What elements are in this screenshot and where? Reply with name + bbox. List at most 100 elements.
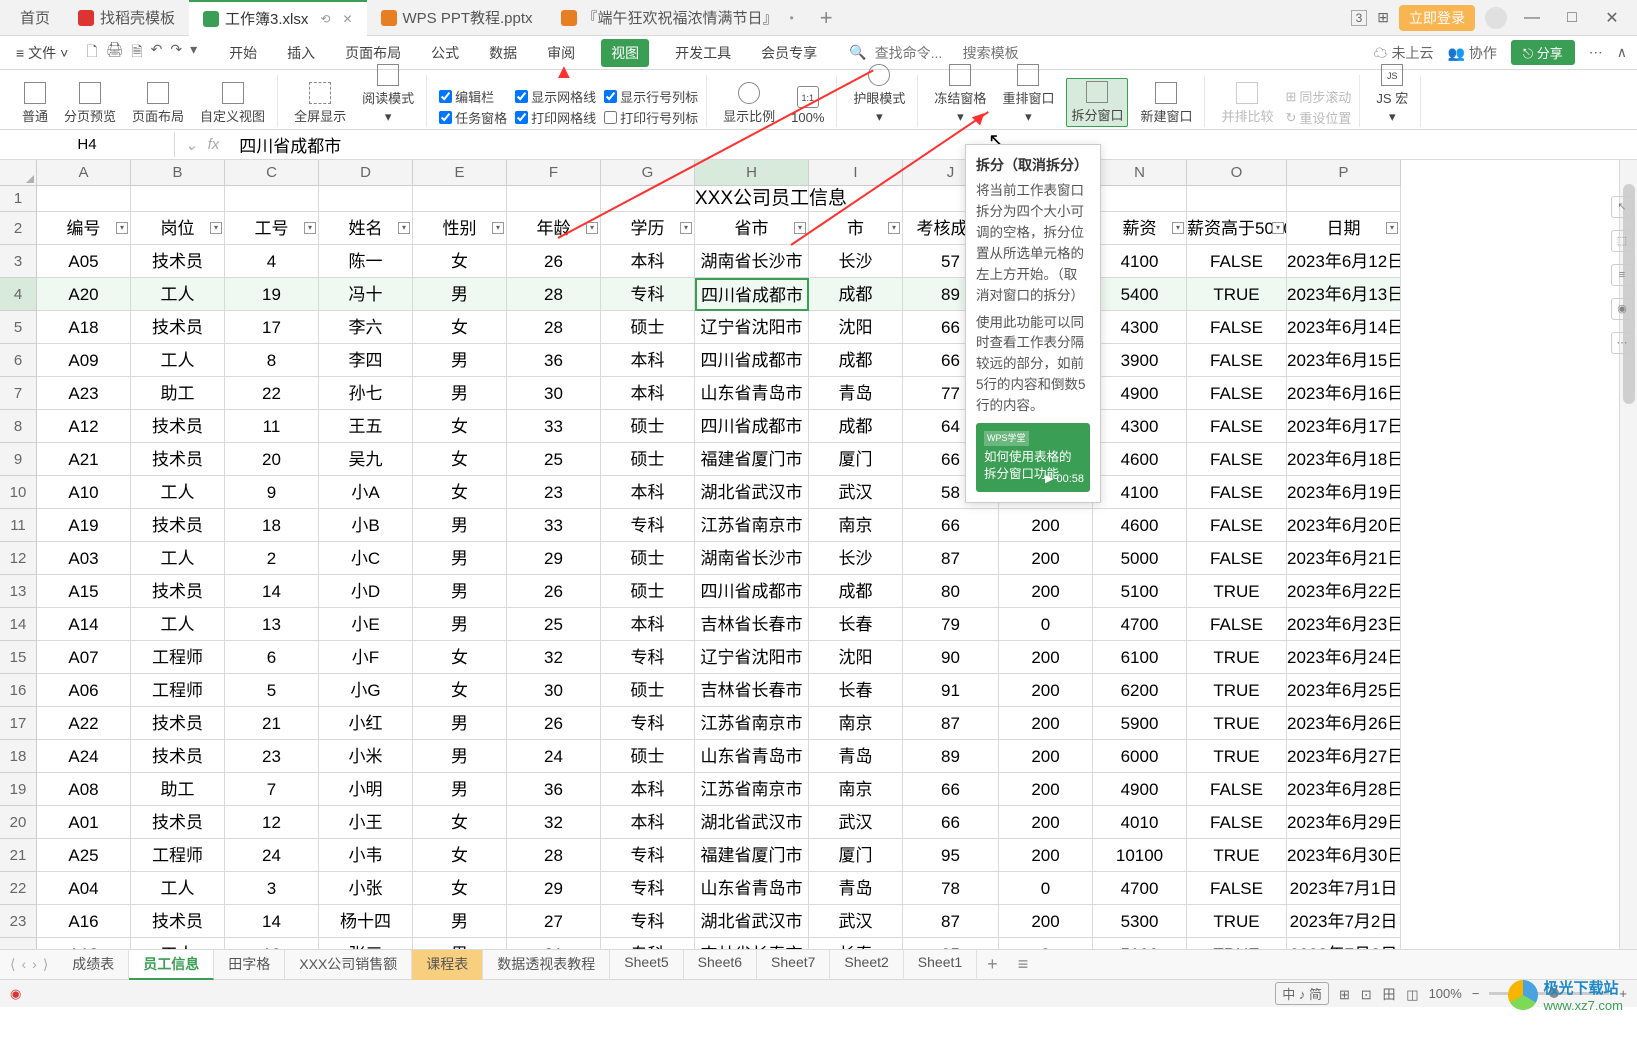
row-header[interactable]: 4 [0,278,37,311]
zoom-value[interactable]: 100% [1429,986,1462,1001]
data-cell[interactable]: 2023年6月22日 [1287,575,1401,608]
custom-view[interactable]: 自定义视图 [196,80,269,127]
data-cell[interactable]: 硕士 [601,311,695,344]
sheet-tab[interactable]: 员工信息 [129,950,214,980]
data-cell[interactable]: 200 [999,740,1093,773]
sheet-tab[interactable]: XXX公司销售额 [285,950,412,980]
data-cell[interactable]: 6100 [1093,641,1187,674]
data-cell[interactable]: 技术员 [131,410,225,443]
add-sheet[interactable]: + [977,954,1008,975]
data-cell[interactable]: A19 [37,509,131,542]
tab-ppt1[interactable]: WPS PPT教程.pptx [367,0,547,36]
data-cell[interactable]: 工人 [131,608,225,641]
filter-icon[interactable]: ▾ [680,222,692,234]
data-cell[interactable]: FALSE [1187,476,1287,509]
data-cell[interactable]: 2 [225,542,319,575]
data-cell[interactable]: 工人 [131,872,225,905]
data-cell[interactable]: 武汉 [809,806,903,839]
data-cell[interactable]: 本科 [601,344,695,377]
filter-icon[interactable]: ▾ [1386,222,1398,234]
template-search[interactable] [963,45,1043,61]
data-cell[interactable]: 4300 [1093,410,1187,443]
data-cell[interactable]: 200 [999,575,1093,608]
data-cell[interactable]: TRUE [1187,938,1287,949]
data-cell[interactable]: A05 [37,245,131,278]
more-icon[interactable]: ⋯ [1589,44,1603,61]
data-cell[interactable]: 90 [903,641,999,674]
redo-icon[interactable]: ↷ [170,41,182,65]
data-cell[interactable]: 0 [999,608,1093,641]
data-cell[interactable]: 14 [225,575,319,608]
data-cell[interactable]: A14 [37,608,131,641]
ime-status[interactable]: 中 ♪ 简 [1275,982,1329,1005]
data-cell[interactable]: 青岛 [809,872,903,905]
row-header[interactable]: 1 [0,186,37,212]
close-button[interactable]: ✕ [1597,8,1627,28]
data-cell[interactable]: 冯十 [319,278,413,311]
data-cell[interactable]: 小A [319,476,413,509]
data-cell[interactable]: A20 [37,278,131,311]
minimize-button[interactable]: — [1517,9,1547,27]
data-cell[interactable]: 张三 [319,938,413,949]
data-cell[interactable]: A04 [37,872,131,905]
sheet-tab[interactable]: 成绩表 [58,950,129,980]
data-cell[interactable]: 长沙 [809,245,903,278]
data-cell[interactable]: 男 [413,905,507,938]
data-cell[interactable]: 4600 [1093,443,1187,476]
data-cell[interactable]: 10100 [1093,839,1187,872]
data-cell[interactable]: 本科 [601,608,695,641]
data-cell[interactable]: A23 [37,377,131,410]
data-cell[interactable]: 本科 [601,476,695,509]
data-cell[interactable]: 女 [413,872,507,905]
data-cell[interactable]: 成都 [809,410,903,443]
data-cell[interactable]: 专科 [601,872,695,905]
eye-mode[interactable]: 护眼模式▾ [849,62,909,127]
data-cell[interactable]: 200 [999,542,1093,575]
share-button[interactable]: ⎋ 分享 [1511,40,1575,65]
data-cell[interactable]: 湖南省长沙市 [695,245,809,278]
data-cell[interactable]: 本科 [601,806,695,839]
data-cell[interactable]: 南京 [809,509,903,542]
data-cell[interactable]: 0 [999,872,1093,905]
row-header[interactable]: 23 [0,905,37,938]
row-header[interactable]: 9 [0,443,37,476]
row-header[interactable]: 20 [0,806,37,839]
close-icon[interactable]: ✕ [342,12,352,26]
data-cell[interactable]: 200 [999,707,1093,740]
data-cell[interactable]: 女 [413,410,507,443]
chk-taskpane[interactable]: 任务窗格 [439,108,507,127]
data-cell[interactable]: TRUE [1187,674,1287,707]
dropdown-icon[interactable]: ▾ [190,41,197,65]
data-cell[interactable]: A07 [37,641,131,674]
tab-member[interactable]: 会员专享 [757,39,821,67]
row-header[interactable]: 3 [0,245,37,278]
data-cell[interactable]: 技术员 [131,245,225,278]
data-cell[interactable]: 李四 [319,344,413,377]
data-cell[interactable]: 89 [903,740,999,773]
page-break[interactable]: 分页预览 [60,80,120,127]
data-cell[interactable]: 小C [319,542,413,575]
sheet-tab[interactable]: 数据透视表教程 [483,950,610,980]
filter-icon[interactable]: ▾ [210,222,222,234]
data-cell[interactable]: 36 [507,773,601,806]
row-header[interactable]: 8 [0,410,37,443]
tab-start[interactable]: 开始 [225,39,261,67]
cell[interactable] [413,186,507,212]
col-header[interactable]: N [1093,160,1187,185]
data-cell[interactable]: 2023年6月14日 [1287,311,1401,344]
tooltip-video[interactable]: WPS学堂 如何使用表格的拆分窗口功能 ▶ 00:58 [976,423,1090,492]
data-cell[interactable]: 2023年6月13日 [1287,278,1401,311]
data-cell[interactable]: 沈阳 [809,641,903,674]
data-cell[interactable]: 31 [507,938,601,949]
row-header[interactable]: 18 [0,740,37,773]
sheet-tab[interactable]: Sheet6 [684,950,757,980]
data-cell[interactable]: 4010 [1093,806,1187,839]
data-cell[interactable]: 硕士 [601,674,695,707]
row-header[interactable]: 19 [0,773,37,806]
zoom-out[interactable]: − [1472,986,1480,1001]
data-cell[interactable]: 5400 [1093,278,1187,311]
data-cell[interactable]: 技术员 [131,443,225,476]
data-cell[interactable]: 青岛 [809,377,903,410]
data-cell[interactable]: 78 [903,872,999,905]
data-cell[interactable]: FALSE [1187,410,1287,443]
